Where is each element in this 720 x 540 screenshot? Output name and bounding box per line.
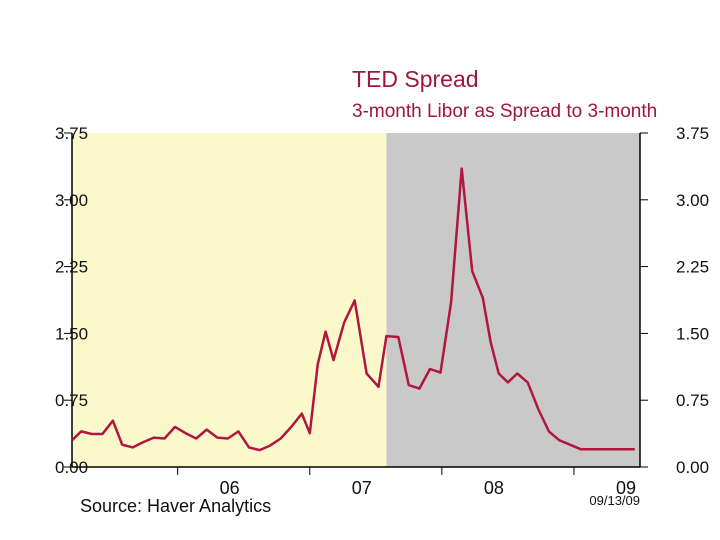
y-tick-label-right: 1.50	[676, 324, 709, 343]
shaded-region-0	[72, 133, 387, 467]
y-tick-label-left: 0.75	[55, 391, 88, 410]
series-lines	[71, 167, 635, 452]
x-tick-label: 09	[616, 478, 636, 498]
series-line-0	[71, 167, 635, 452]
x-ticks: 06 07 08 09	[177, 467, 636, 498]
shaded-region-1	[386, 133, 640, 467]
y-tick-label-left: 1.50	[55, 324, 88, 343]
y-tick-label-left: 3.75	[55, 124, 88, 143]
y-ticks-left: 3.75 3.00 2.25 1.50 0.75 0.00	[55, 124, 88, 477]
y-tick-label-left: 3.00	[55, 191, 88, 210]
x-tick-label: 07	[352, 478, 372, 498]
y-tick-label-left: 0.00	[55, 458, 88, 477]
chart-subtitle: 3-month Libor as Spread to 3-month	[352, 101, 657, 122]
x-tick-label: 06	[220, 478, 240, 498]
chart-title: TED Spread	[352, 66, 479, 92]
y-tick-label-right: 3.75	[676, 124, 709, 143]
y-tick-label-right: 0.75	[676, 391, 709, 410]
axes	[71, 133, 641, 468]
x-tick-label: 08	[484, 478, 504, 498]
y-tick-label-left: 2.25	[55, 258, 88, 277]
date-stamp: 09/13/09	[589, 493, 640, 508]
y-tick-label-right: 0.00	[676, 458, 709, 477]
y-tick-label-right: 3.00	[676, 191, 709, 210]
y-tick-label-right: 2.25	[676, 258, 709, 277]
y-ticks-right: 3.75 3.00 2.25 1.50 0.75 0.00	[640, 124, 709, 477]
shaded-regions	[72, 133, 640, 467]
source-note: Source: Haver Analytics	[80, 496, 271, 516]
